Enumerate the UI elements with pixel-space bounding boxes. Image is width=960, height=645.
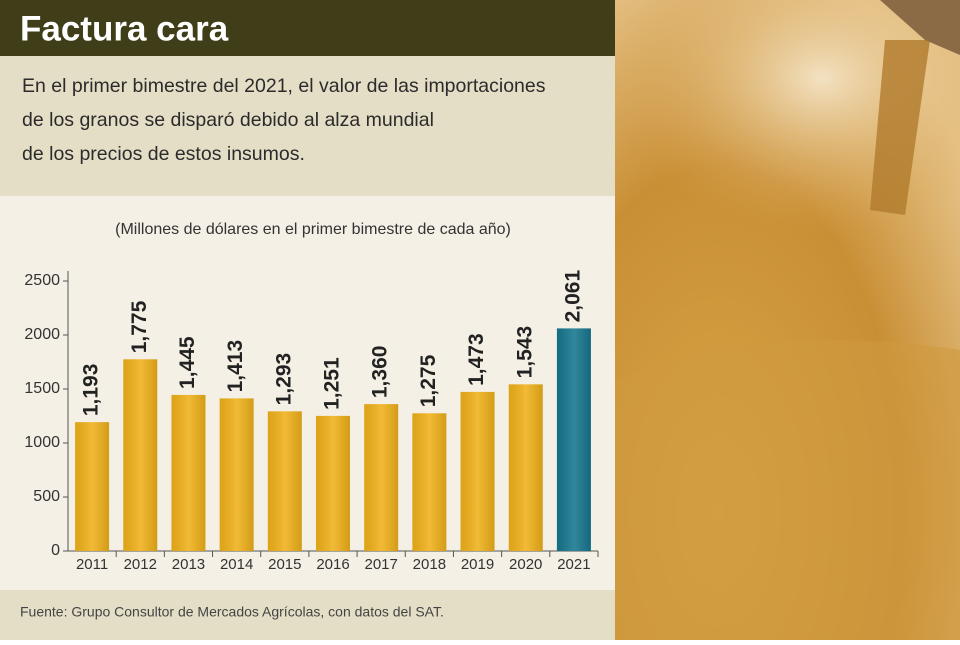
- bar-shade: [460, 391, 495, 551]
- value-label: 1,473: [465, 333, 488, 386]
- value-label: 1,775: [128, 300, 151, 353]
- bar-shade: [508, 384, 543, 551]
- x-tick-label: 2011: [76, 556, 108, 573]
- bar-shade: [412, 413, 447, 551]
- y-tick-label: 2500: [24, 272, 60, 289]
- bar-shade: [364, 404, 399, 551]
- bar-shade: [316, 415, 350, 551]
- y-tick-label: 2000: [24, 326, 60, 343]
- x-tick-label: 2019: [461, 556, 494, 573]
- value-label: 1,293: [272, 353, 295, 406]
- x-tick-label: 2016: [316, 556, 349, 573]
- title-bar: [0, 0, 615, 56]
- subtitle-line: En el primer bimestre del 2021, el valor…: [22, 75, 546, 97]
- bar-shade: [556, 328, 591, 551]
- x-tick-label: 2015: [268, 556, 301, 573]
- bar-shade: [171, 394, 206, 551]
- bar-shade: [267, 411, 302, 551]
- y-tick-label: 1500: [24, 380, 60, 397]
- chart-title: Factura cara: [20, 9, 229, 48]
- value-label: 1,543: [513, 326, 536, 379]
- bar-shade: [219, 398, 254, 551]
- bar-shade: [75, 422, 110, 551]
- y-tick-label: 0: [51, 542, 60, 559]
- grain-photo: [615, 0, 960, 640]
- value-label: 1,360: [369, 346, 392, 399]
- x-tick-label: 2020: [509, 556, 542, 573]
- source: Fuente: Grupo Consultor de Mercados Agrí…: [20, 604, 444, 620]
- x-tick-label: 2021: [557, 556, 590, 573]
- x-tick-label: 2012: [124, 556, 157, 573]
- x-tick-label: 2013: [172, 556, 205, 573]
- subtitle-panel: [0, 56, 615, 196]
- y-tick-label: 1000: [24, 434, 60, 451]
- subtitle-line: de los precios de estos insumos.: [22, 143, 305, 165]
- x-tick-label: 2017: [364, 556, 397, 573]
- footer-panel: [0, 590, 615, 640]
- value-label: 1,445: [176, 336, 199, 389]
- y-tick-label: 500: [33, 488, 60, 505]
- value-label: 1,193: [80, 364, 103, 417]
- value-label: 1,251: [321, 357, 344, 410]
- axis-unit-label: (Millones de dólares en el primer bimest…: [115, 221, 511, 238]
- x-tick-label: 2014: [220, 556, 253, 573]
- subtitle-line: de los granos se disparó debido al alza …: [22, 109, 434, 131]
- x-tick-label: 2018: [413, 556, 446, 573]
- value-label: 1,413: [224, 340, 247, 393]
- value-label: 1,275: [417, 354, 440, 407]
- value-label: 2,061: [561, 270, 584, 323]
- bar-shade: [123, 359, 158, 551]
